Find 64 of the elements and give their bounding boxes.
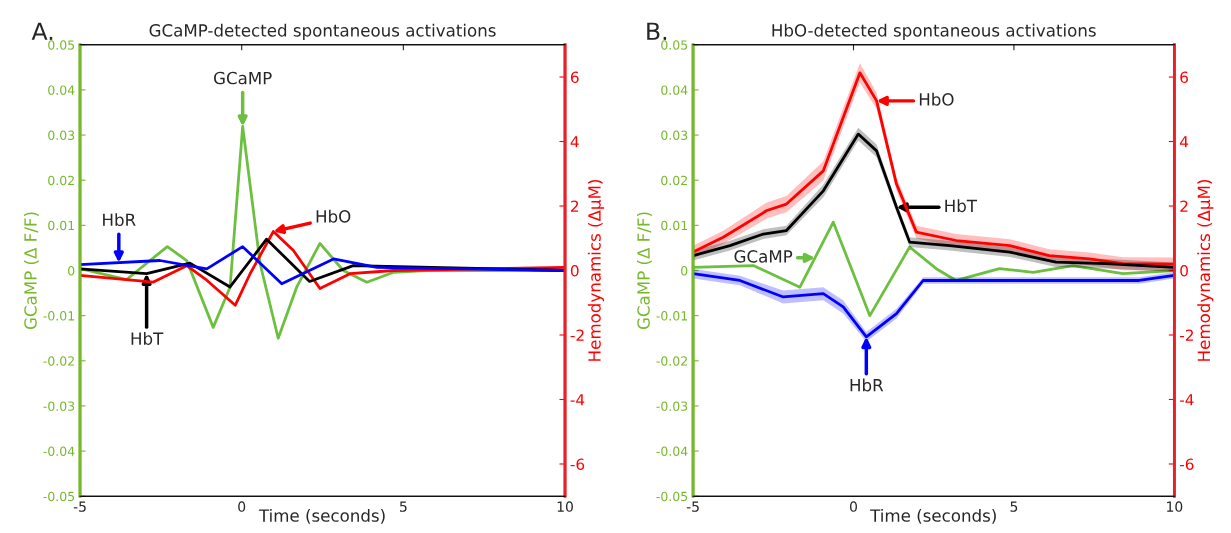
y2-tick-label: 6 — [1180, 71, 1188, 84]
y2-tick-label: -6 — [570, 458, 585, 470]
y-tick-label: 0.04 — [661, 85, 688, 95]
x-tick-label: 10 — [557, 501, 573, 512]
y2-tick-label: -2 — [570, 329, 584, 341]
x-axis-title: Time (seconds) — [258, 508, 385, 524]
y2-tick-label: 4 — [1179, 136, 1189, 148]
line-series — [80, 245, 566, 286]
x-tick-label: -5 — [686, 501, 699, 512]
y-tick-label: -0.03 — [656, 401, 688, 411]
x-tick-label: 0 — [238, 501, 246, 512]
annotation: GCaMP — [734, 250, 793, 263]
text: A. — [31, 22, 53, 40]
y-tick-label: -0.04 — [656, 446, 688, 456]
y-tick-label: 0.03 — [48, 130, 75, 140]
x-tick-label: 0 — [849, 501, 857, 512]
y-tick-label: 0.01 — [48, 220, 74, 231]
annotation: HbT — [945, 199, 978, 213]
y-tick-label: -0.02 — [43, 356, 74, 366]
y-tick-label: 0.02 — [48, 175, 74, 186]
y2-axis-title: Hemodynamics (ΔμM) — [587, 180, 605, 361]
y-axis-title: GCaMP (Δ F/F) — [636, 212, 652, 330]
y-tick-label: -0.05 — [43, 491, 75, 502]
y-tick-label: 0.05 — [48, 40, 75, 50]
y-tick-label: -0.02 — [656, 356, 687, 366]
y2-tick-label: 4 — [570, 136, 579, 148]
y2-tick-label: -4 — [1179, 394, 1194, 406]
x-tick-label: 5 — [1010, 501, 1018, 512]
chart-title: HbO-detected spontaneous activations — [772, 23, 1096, 40]
y-tick-label: 0.05 — [661, 40, 688, 50]
x-tick-label: 10 — [1167, 501, 1183, 512]
annotation: HbR — [850, 378, 884, 392]
y-tick-label: 0 — [681, 265, 688, 276]
y2-tick-label: 2 — [1180, 200, 1188, 212]
y2-tick-label: -4 — [570, 394, 585, 406]
y-tick-label: 0.04 — [48, 85, 75, 95]
y-tick-label: -0.05 — [656, 491, 688, 502]
y2-tick-label: -2 — [1179, 329, 1193, 341]
x-tick-label: -5 — [73, 501, 86, 512]
y-tick-label: 0.03 — [661, 130, 688, 140]
annotation: GCaMP — [213, 71, 272, 85]
y2-axis-title: Hemodynamics (ΔμM) — [1197, 180, 1214, 361]
annotation: HbR — [103, 213, 136, 227]
y-tick-label: -0.03 — [43, 401, 75, 411]
x-tick-label: 5 — [400, 501, 407, 512]
annotation: HbT — [131, 331, 164, 345]
y-tick-label: -0.01 — [43, 311, 74, 321]
text: B. — [647, 22, 667, 40]
annotation: HbO — [919, 92, 954, 106]
y2-tick-label: 6 — [570, 71, 579, 84]
annotation: HbO — [316, 209, 351, 223]
y-tick-label: 0 — [68, 265, 75, 276]
y2-tick-label: 0 — [570, 264, 579, 277]
y-tick-label: -0.04 — [43, 446, 75, 456]
chart-title: GCaMP-detected spontaneous activations — [149, 23, 496, 40]
x-axis-title: Time (seconds) — [870, 508, 996, 524]
line-series — [693, 220, 1175, 318]
y2-tick-label: -6 — [1179, 458, 1194, 470]
y-tick-label: 0.01 — [661, 220, 688, 231]
y-tick-label: 0.02 — [661, 175, 687, 186]
y2-tick-label: 2 — [571, 200, 579, 212]
y-axis-title: GCaMP (Δ F/F) — [23, 212, 39, 330]
y-tick-label: -0.01 — [656, 311, 688, 321]
y2-tick-label: 0 — [1180, 264, 1188, 277]
